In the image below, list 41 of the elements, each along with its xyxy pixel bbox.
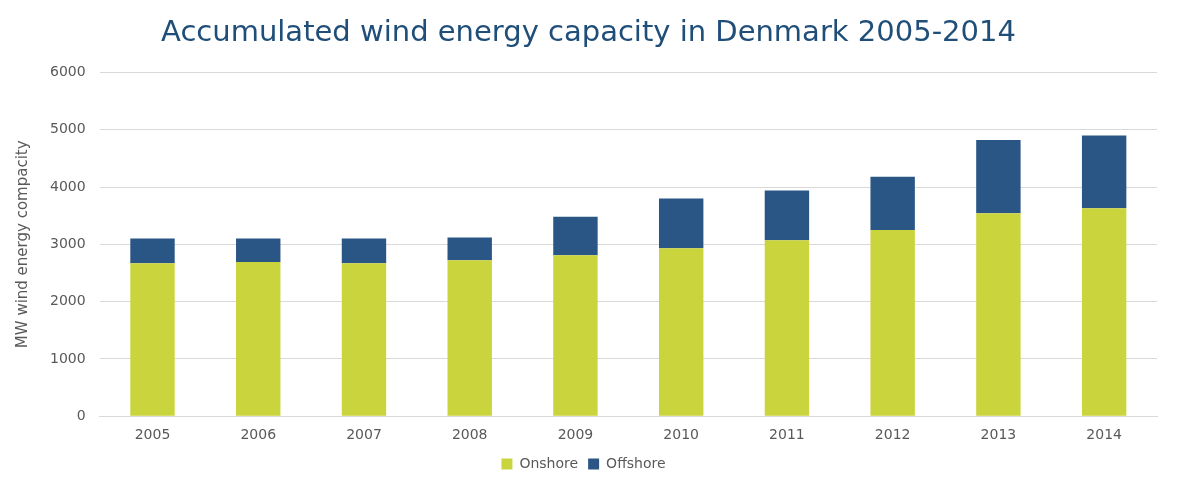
y-tick-label: 4000: [49, 177, 86, 194]
x-tick-label: 2005: [134, 426, 171, 443]
bar: [658, 248, 704, 416]
y-tick-label: 1000: [49, 349, 86, 366]
bar: [976, 213, 1021, 416]
x-tick-label: 2007: [346, 426, 382, 443]
bar: [870, 229, 915, 416]
x-tick-label: 2011: [769, 426, 805, 443]
y-tick-label: 5000: [49, 120, 86, 137]
bar: [1081, 208, 1127, 416]
bar: [236, 238, 281, 263]
bar: [553, 255, 598, 416]
x-tick-label: 2013: [980, 426, 1017, 443]
bar: [341, 263, 387, 416]
bar: [553, 216, 598, 256]
x-tick-label: 2006: [240, 426, 277, 443]
bar: [130, 238, 175, 264]
legend-label: Onshore: [519, 454, 579, 471]
bar: [236, 262, 281, 416]
bar: [447, 260, 492, 416]
y-axis-title: MW wind energy compacity: [12, 140, 31, 349]
y-tick-label: 3000: [49, 234, 86, 251]
bar: [764, 190, 810, 241]
bar: [1081, 135, 1127, 209]
y-tick-label: 0: [76, 406, 86, 423]
bar: [341, 238, 387, 264]
bar: [130, 263, 175, 416]
chart-title: Accumulated wind energy capacity in Denmark 2005-2014: [160, 13, 1017, 50]
bar: [976, 140, 1021, 214]
x-tick-label: 2009: [557, 426, 594, 443]
y-tick-label: 6000: [49, 63, 86, 80]
bar: [658, 198, 704, 249]
x-tick-label: 2012: [874, 426, 911, 443]
bar: [764, 240, 810, 416]
x-tick-label: 2008: [451, 426, 488, 443]
legend-label: Offshore: [606, 454, 666, 471]
bar: [870, 176, 915, 230]
x-tick-label: 2014: [1086, 426, 1123, 443]
x-tick-label: 2010: [663, 426, 699, 443]
bar: [447, 237, 492, 261]
y-tick-label: 2000: [49, 292, 86, 309]
